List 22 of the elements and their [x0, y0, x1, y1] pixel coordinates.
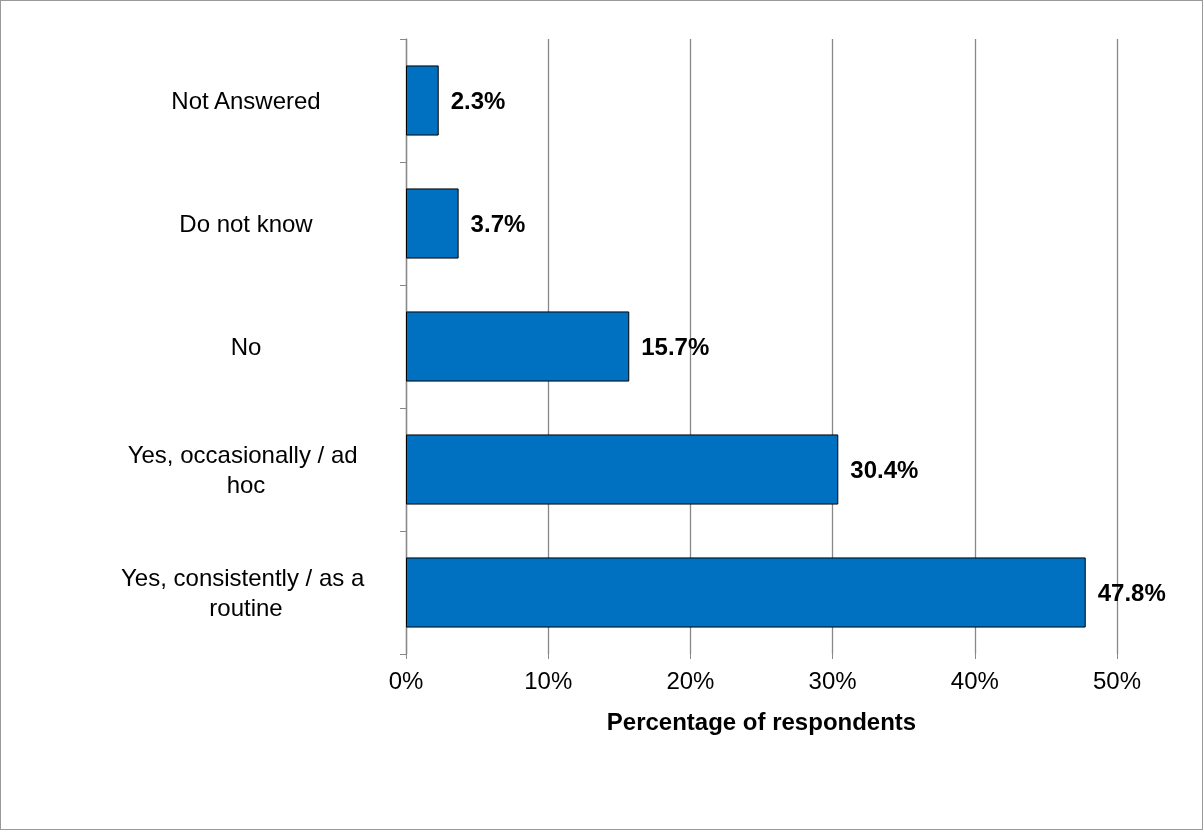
y-tick-label: Do not know	[179, 210, 314, 237]
x-tick-label: 30%	[808, 666, 857, 694]
y-tick-label: Not Answered	[171, 87, 321, 114]
x-tick-label: 0%	[388, 666, 424, 694]
data-label: 2.3%	[450, 87, 506, 114]
x-tick-label: 10%	[524, 666, 573, 694]
data-label: 47.8%	[1097, 579, 1166, 606]
x-axis-title: Percentage of respondents	[606, 707, 917, 735]
y-tick-label: Yes, consistently / as a routine	[121, 564, 371, 621]
bar	[406, 311, 630, 382]
data-label: 30.4%	[850, 456, 919, 483]
bar	[406, 65, 439, 136]
bar	[406, 188, 459, 259]
x-tick-label: 50%	[1092, 666, 1142, 694]
x-tick-label: 40%	[950, 666, 999, 694]
data-label: 15.7%	[641, 333, 710, 360]
data-label: 3.7%	[470, 210, 526, 237]
bar	[406, 557, 1086, 628]
y-tick-label: No	[230, 333, 262, 360]
bar	[406, 434, 839, 505]
y-tick-label: Yes, occasionally / ad hoc	[127, 441, 365, 498]
x-tick-label: 20%	[666, 666, 715, 694]
